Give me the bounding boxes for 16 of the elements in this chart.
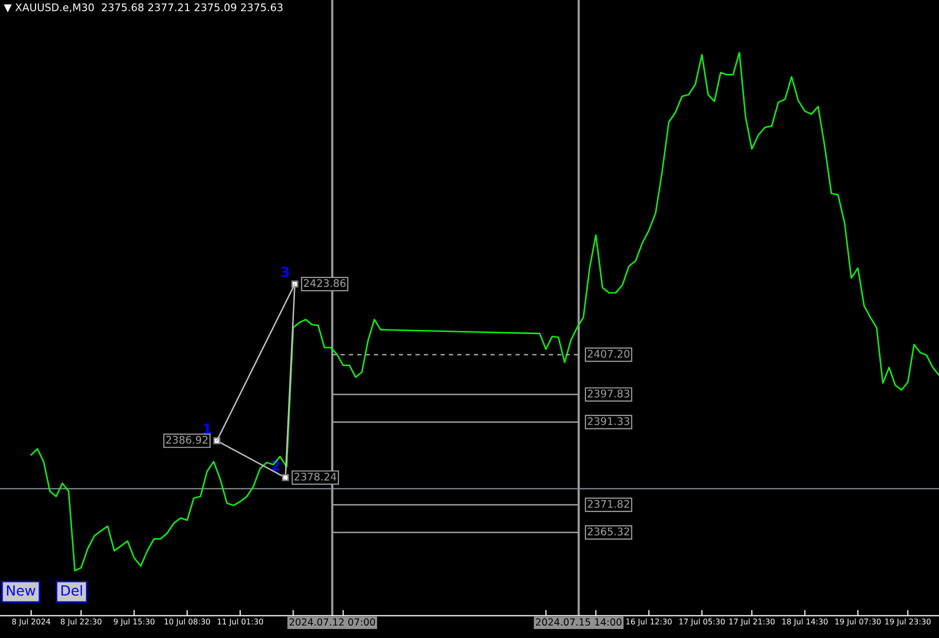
ref-line-label: 2024.07.15 14:00	[536, 618, 622, 626]
data-label: 2386.92	[166, 436, 208, 444]
data-label: 2371.82	[588, 500, 630, 508]
chart-title: ▼ XAUUSD.e,M30 2375.68 2377.21 2375.09 2375.63	[4, 3, 283, 12]
data-label: 2378.24	[294, 472, 336, 481]
annotation: 3	[281, 266, 289, 278]
annotation: Del	[61, 585, 82, 596]
data-label: 2423.86	[304, 279, 346, 288]
annotation: 2	[272, 460, 280, 471]
data-label: 2391.33	[588, 417, 630, 426]
data-label: 2397.83	[588, 390, 630, 398]
annotation: 1	[204, 424, 211, 434]
annotation: New	[6, 585, 36, 596]
data-label: 2365.32	[588, 528, 630, 536]
ref-line-label: 2024.07.12 07:00	[290, 618, 375, 626]
data-label: 2407.20	[588, 350, 630, 358]
